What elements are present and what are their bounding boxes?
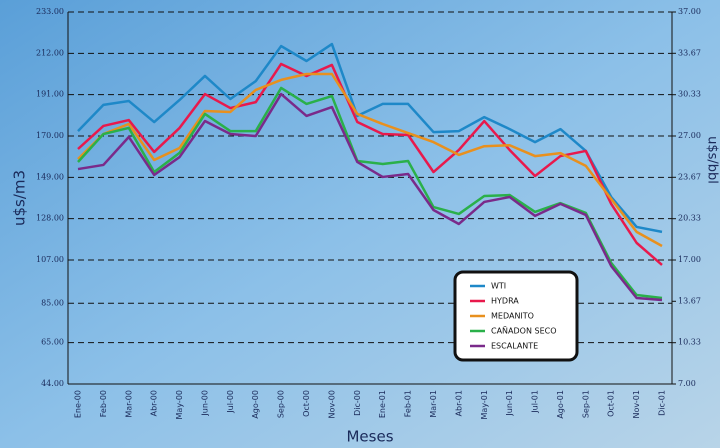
x-tick-label: Ago-01 bbox=[556, 390, 565, 419]
x-tick-label: Jul-01 bbox=[531, 390, 540, 414]
series-line bbox=[77, 42, 663, 234]
legend-box bbox=[453, 270, 579, 362]
series-line bbox=[77, 72, 663, 248]
x-axis-label: Meses bbox=[346, 428, 393, 446]
y2-tick-label: 13.67 bbox=[678, 296, 701, 305]
y-tick-label: 170.00 bbox=[36, 131, 64, 140]
y-axis-label: u$s/m3 bbox=[11, 170, 29, 226]
x-tick-label: Jul-00 bbox=[226, 390, 235, 414]
y2-tick-label: 20.33 bbox=[678, 214, 701, 223]
y2-tick-label: 17.00 bbox=[678, 255, 701, 264]
x-tick-label: May-00 bbox=[175, 390, 184, 419]
x-tick-label: Mar-01 bbox=[429, 390, 438, 418]
y-tick-label: 44.00 bbox=[41, 379, 64, 388]
x-tick-label: Abr-00 bbox=[150, 390, 159, 416]
y2-tick-label: 7.00 bbox=[678, 379, 696, 388]
x-tick-label: May-01 bbox=[480, 390, 489, 419]
x-tick-label: Nov-00 bbox=[327, 390, 336, 418]
x-tick-label: Mar-00 bbox=[124, 390, 133, 418]
y2-tick-label: 10.33 bbox=[678, 338, 701, 347]
x-tick-label: Dic-00 bbox=[353, 390, 362, 416]
y-tick-label: 233.00 bbox=[36, 7, 64, 16]
legend-label: MEDANITO bbox=[491, 312, 534, 321]
x-tick-label: Sep-01 bbox=[581, 390, 590, 418]
y-tick-label: 107.00 bbox=[36, 255, 64, 264]
legend-label: ESCALANTE bbox=[491, 342, 538, 351]
y-tick-label: 85.00 bbox=[41, 298, 64, 307]
y-tick-label: 212.00 bbox=[36, 48, 64, 57]
x-tick-label: Oct-01 bbox=[607, 390, 616, 417]
x-tick-label: Feb-01 bbox=[404, 390, 413, 417]
x-tick-label: Jun-00 bbox=[200, 390, 209, 417]
y-tick-label: 128.00 bbox=[36, 214, 64, 223]
y2-tick-label: 27.00 bbox=[678, 131, 701, 140]
y2-tick-label: 23.67 bbox=[678, 172, 701, 181]
x-tick-label: Ene-00 bbox=[74, 390, 83, 418]
x-tick-label: Abr-01 bbox=[454, 390, 463, 416]
x-tick-label: Dic-01 bbox=[658, 390, 667, 416]
x-tick-label: Feb-00 bbox=[99, 390, 108, 417]
legend-label: HYDRA bbox=[491, 297, 519, 306]
y2-axis-label: u$s/bbl bbox=[705, 136, 720, 184]
y2-tick-label: 30.33 bbox=[678, 90, 701, 99]
x-tick-label: Jun-01 bbox=[505, 390, 514, 417]
x-tick-label: Oct-00 bbox=[302, 390, 311, 417]
legend-label: CAÑADON SECO bbox=[491, 326, 557, 336]
y-tick-label: 65.00 bbox=[41, 338, 64, 347]
x-tick-label: Sep-00 bbox=[277, 390, 286, 418]
y2-tick-label: 33.67 bbox=[678, 48, 701, 57]
y-tick-label: 149.00 bbox=[36, 172, 64, 181]
x-tick-label: Ene-01 bbox=[378, 390, 387, 418]
x-tick-label: Ago-00 bbox=[251, 390, 260, 419]
legend-label: WTI bbox=[491, 282, 506, 291]
y2-tick-label: 37.00 bbox=[678, 7, 701, 16]
series-line bbox=[77, 92, 663, 302]
x-tick-label: Nov-01 bbox=[632, 390, 641, 418]
y-tick-label: 191.00 bbox=[36, 90, 64, 99]
